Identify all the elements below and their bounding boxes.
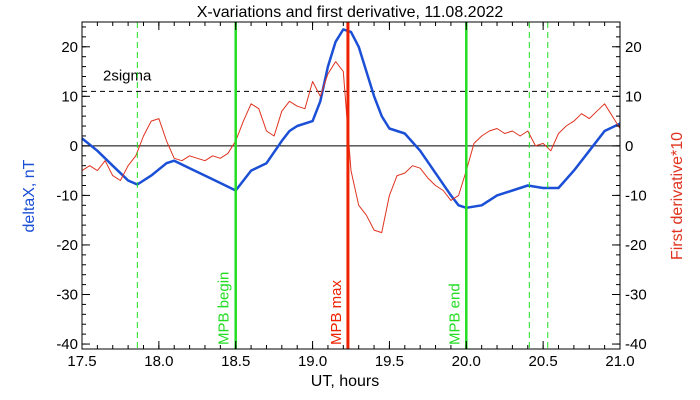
deltaX-line: [81, 28, 621, 210]
x-tick-label-6: 20.5: [529, 353, 558, 370]
marker-layer: MPB begin MPB max MPB end: [136, 22, 549, 349]
y-tick-label-left-3: -10: [56, 187, 78, 204]
y-tick-label-right-0: 20: [625, 39, 642, 56]
y-tick-label-left-6: -40: [56, 336, 78, 353]
y-tick-label-right-2: 0: [625, 138, 633, 155]
plot-frame: [81, 21, 621, 350]
marker-label-mpb-max: MPB max: [328, 279, 345, 345]
y-tick-label-left-4: -20: [56, 237, 78, 254]
y-tick-label-left-0: 20: [61, 39, 78, 56]
y-tick-label-left-5: -30: [56, 287, 78, 304]
chart-title: X-variations and first derivative, 11.08…: [197, 4, 504, 21]
y-tick-label-right-1: 10: [625, 88, 642, 105]
y-tick-label-right-5: -30: [625, 287, 647, 304]
x-tick-label-2: 18.5: [221, 353, 250, 370]
axes-layer: 17.5 18.0 18.5 19.0 19.5 20.0 20.5 21.0 20 20 10 10…: [56, 21, 647, 370]
right-axis-title: First derivative*10: [669, 132, 686, 260]
threshold-label: 2sigma: [103, 67, 152, 84]
reference-lines: 2sigma: [82, 67, 620, 147]
left-axis-title: deltaX, nT: [21, 159, 38, 232]
x-tick-label-1: 18.0: [144, 353, 173, 370]
x-tick-label-7: 21.0: [605, 353, 634, 370]
y-tick-label-left-1: 10: [61, 88, 78, 105]
y-tick-label-right-3: -10: [625, 187, 647, 204]
y-tick-label-right-4: -20: [625, 237, 647, 254]
y-tick-label-left-2: 0: [70, 138, 78, 155]
marker-label-mpb-end: MPB end: [446, 283, 463, 345]
marker-label-mpb-begin: MPB begin: [216, 272, 233, 345]
x-axis-title: UT, hours: [311, 373, 379, 390]
y-tick-label-right-6: -40: [625, 336, 647, 353]
x-tick-label-5: 20.0: [452, 353, 481, 370]
x-tick-label-4: 19.5: [375, 353, 404, 370]
derivative-line: [81, 61, 621, 234]
x-tick-label-0: 17.5: [67, 353, 96, 370]
x-tick-label-3: 19.0: [298, 353, 327, 370]
series-layer: [81, 28, 621, 234]
